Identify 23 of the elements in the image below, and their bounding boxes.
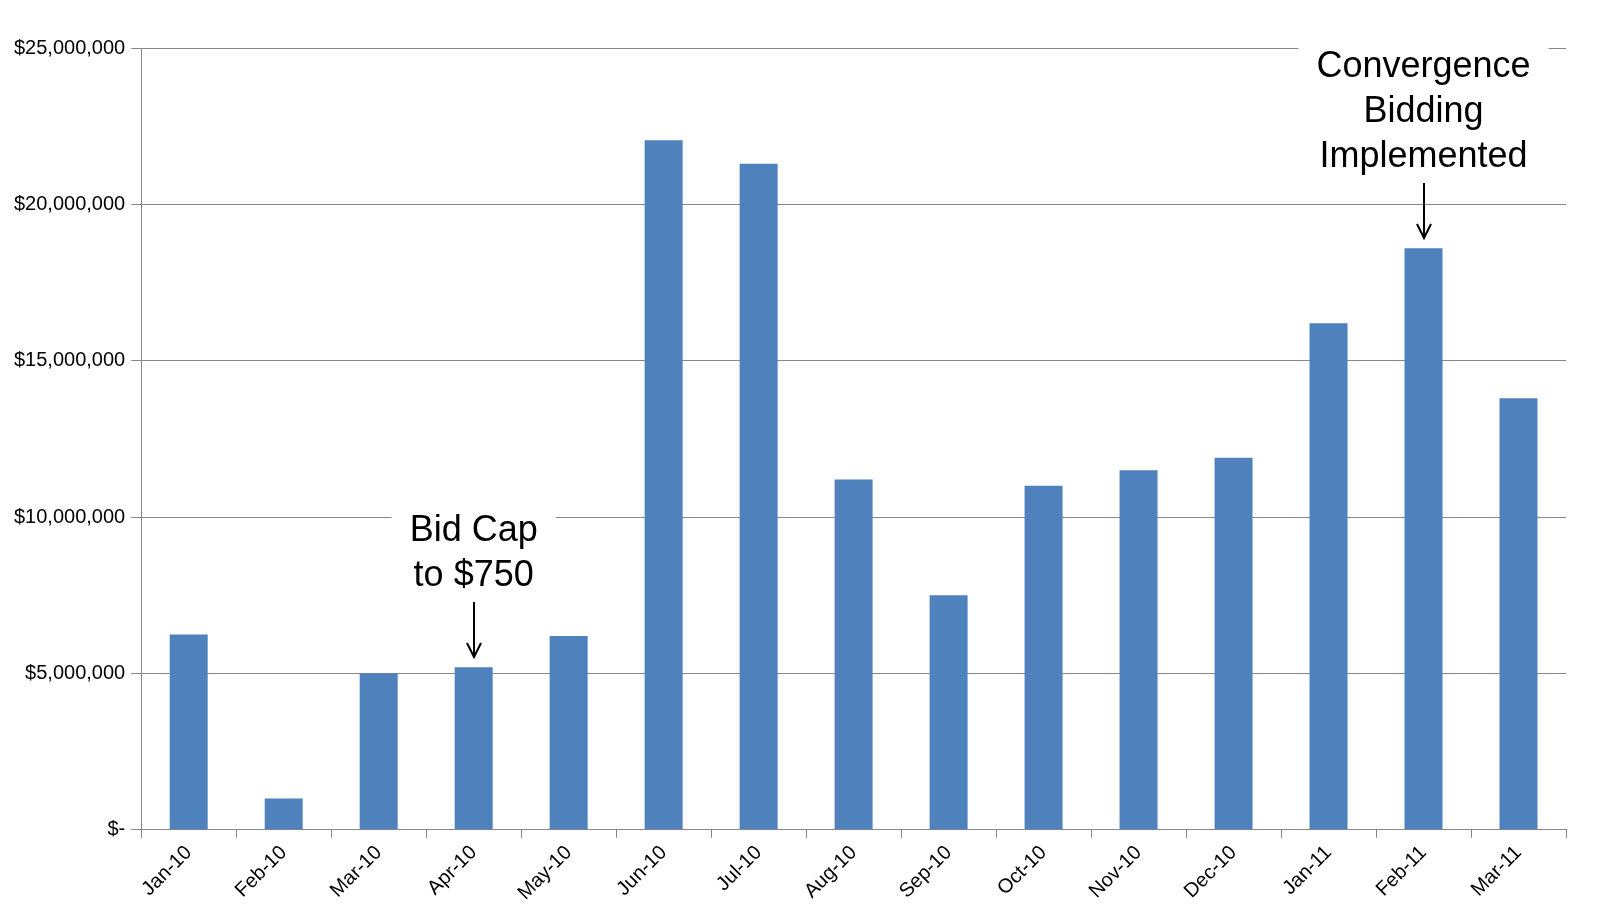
annotation: Convergence Bidding Implemented <box>1316 44 1531 176</box>
bar <box>1499 398 1538 830</box>
bar <box>1404 248 1443 830</box>
y-tick-label: $25,000,000 <box>13 35 126 58</box>
bar <box>359 673 398 830</box>
y-tick-label: $10,000,000 <box>13 504 126 527</box>
bar <box>834 479 873 830</box>
bar <box>264 798 303 830</box>
bar <box>454 667 493 830</box>
bar <box>644 140 683 830</box>
bar <box>1309 323 1348 830</box>
bar <box>169 634 208 830</box>
bar <box>1214 457 1253 830</box>
annotation: Bid Cap to $750 <box>409 508 538 595</box>
bar <box>739 163 778 830</box>
bar <box>549 635 588 830</box>
y-tick-label: $15,000,000 <box>13 348 126 371</box>
y-tick-label: $20,000,000 <box>13 191 126 214</box>
bar <box>929 595 968 830</box>
bar <box>1024 485 1063 830</box>
y-tick-label: $5,000,000 <box>25 661 126 684</box>
bar <box>1119 470 1158 830</box>
y-tick-label: $- <box>107 817 126 840</box>
